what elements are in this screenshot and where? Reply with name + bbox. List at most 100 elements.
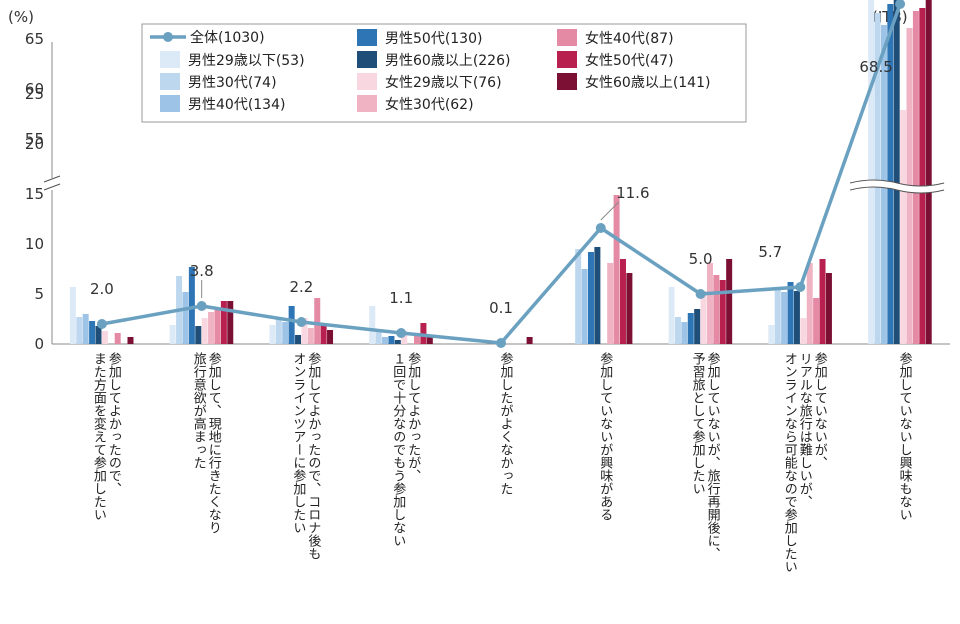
bar xyxy=(69,287,76,344)
legend-label: 女性30代(62) xyxy=(385,96,474,113)
bar xyxy=(301,318,308,344)
category-labels: 参加してよかったので、また方面を変えて参加したい 参加して、現地に行きたくなり旅行… xyxy=(91,351,912,573)
data-label: 0.1 xyxy=(489,299,513,317)
category-label: オンラインなら可能なので参加したい xyxy=(782,352,798,573)
y-tick-label: 20 xyxy=(25,135,44,153)
bar xyxy=(127,337,134,344)
bar xyxy=(781,292,788,344)
bar xyxy=(626,273,633,344)
bar-break-line xyxy=(849,179,945,187)
bar xyxy=(893,0,900,344)
data-label: 1.1 xyxy=(389,289,413,307)
category-label: １回で十分なのでもう参加しない xyxy=(390,352,406,547)
category-label: オンラインツアーに参加したい xyxy=(290,352,306,534)
bar xyxy=(793,291,800,344)
bar xyxy=(706,263,713,344)
bar xyxy=(220,301,227,344)
bar xyxy=(201,318,208,344)
bar xyxy=(806,263,813,344)
bar xyxy=(426,337,433,344)
legend-swatch-total xyxy=(163,32,173,42)
bar xyxy=(912,11,919,344)
bar xyxy=(188,267,195,344)
legend-swatch xyxy=(357,73,377,90)
data-label: 5.7 xyxy=(758,243,782,261)
data-label-leader xyxy=(600,201,620,221)
legend-swatch xyxy=(357,51,377,68)
bar xyxy=(868,0,875,344)
legend-swatch xyxy=(160,95,180,112)
bar xyxy=(320,323,327,344)
bar xyxy=(694,309,701,344)
category-label: 参加したがよくなかった xyxy=(498,351,514,495)
bar xyxy=(719,280,726,344)
y-tick-label: 60 xyxy=(25,80,44,98)
total-point xyxy=(595,223,606,233)
y-tick-label: 25 xyxy=(25,85,44,103)
y-tick-label: 10 xyxy=(25,235,44,253)
bar xyxy=(214,310,221,344)
bar xyxy=(89,321,96,344)
legend-label: 男性60歳以上(226) xyxy=(385,53,510,69)
total-point xyxy=(296,317,307,327)
legend-label: 男性29歳以下(53) xyxy=(188,53,305,69)
bar xyxy=(726,259,733,344)
total-point xyxy=(96,319,107,329)
bar xyxy=(295,335,302,344)
category-label: 予習旅として参加したい xyxy=(690,352,706,495)
data-label: 11.6 xyxy=(616,184,649,202)
data-label: 2.2 xyxy=(289,278,313,296)
category-label: 参加してよかったので、 xyxy=(106,351,122,495)
category-label: 参加してよかったので、コロナ後も xyxy=(305,351,321,560)
bar xyxy=(813,298,820,344)
legend-label: 男性30代(74) xyxy=(188,75,277,91)
bar-break-line xyxy=(849,186,945,194)
category-label: リアルな旅行は難しいが、 xyxy=(797,352,813,508)
legend-swatch xyxy=(557,51,577,68)
total-point xyxy=(196,301,207,311)
bar xyxy=(101,331,108,344)
category-label: 旅行意欲が高まった xyxy=(191,352,207,469)
bar xyxy=(613,195,620,344)
y-tick-label: 15 xyxy=(25,185,44,203)
legend-swatch xyxy=(557,29,577,46)
legend-label: 女性50代(47) xyxy=(585,52,674,69)
bar xyxy=(195,326,202,344)
bar xyxy=(388,336,395,344)
total-point xyxy=(795,282,806,292)
category-label: 参加してよかったが、 xyxy=(405,351,421,482)
bar xyxy=(607,263,614,344)
bar xyxy=(874,13,881,344)
data-label: 5.0 xyxy=(689,250,713,268)
bar xyxy=(369,306,376,344)
bar xyxy=(774,290,781,344)
bar xyxy=(619,259,626,344)
y-tick-label: 65 xyxy=(25,30,44,48)
bar xyxy=(327,330,334,344)
bar xyxy=(900,110,907,344)
bar xyxy=(581,269,588,344)
bar xyxy=(95,326,102,344)
total-point xyxy=(496,338,506,348)
bar xyxy=(800,318,807,344)
bar xyxy=(825,273,832,344)
category-label: また方面を変えて参加したい xyxy=(91,352,107,521)
bar-break-band xyxy=(850,180,945,193)
category-label: 参加していないが、 xyxy=(812,351,828,469)
legend-label: 女性40代(87) xyxy=(585,30,674,47)
total-point xyxy=(396,328,407,338)
bar xyxy=(587,252,594,344)
bar xyxy=(526,337,533,344)
bar xyxy=(394,340,401,344)
bar xyxy=(681,322,688,344)
legend: 全体(1030) 男性29歳以下(53) 男性30代(74) 男性40代(134) 男性… xyxy=(141,23,747,123)
y-tick-label: 55 xyxy=(25,130,44,148)
data-label: 3.8 xyxy=(190,262,214,280)
total-line-layer: 2.0 3.8 2.2 1.1 0.1 11.6 5.0 5.7 68.5 xyxy=(90,0,906,348)
bar xyxy=(282,322,289,344)
data-label: 2.0 xyxy=(90,280,114,298)
bar xyxy=(208,312,215,344)
bar xyxy=(82,314,89,344)
bar xyxy=(700,291,707,344)
